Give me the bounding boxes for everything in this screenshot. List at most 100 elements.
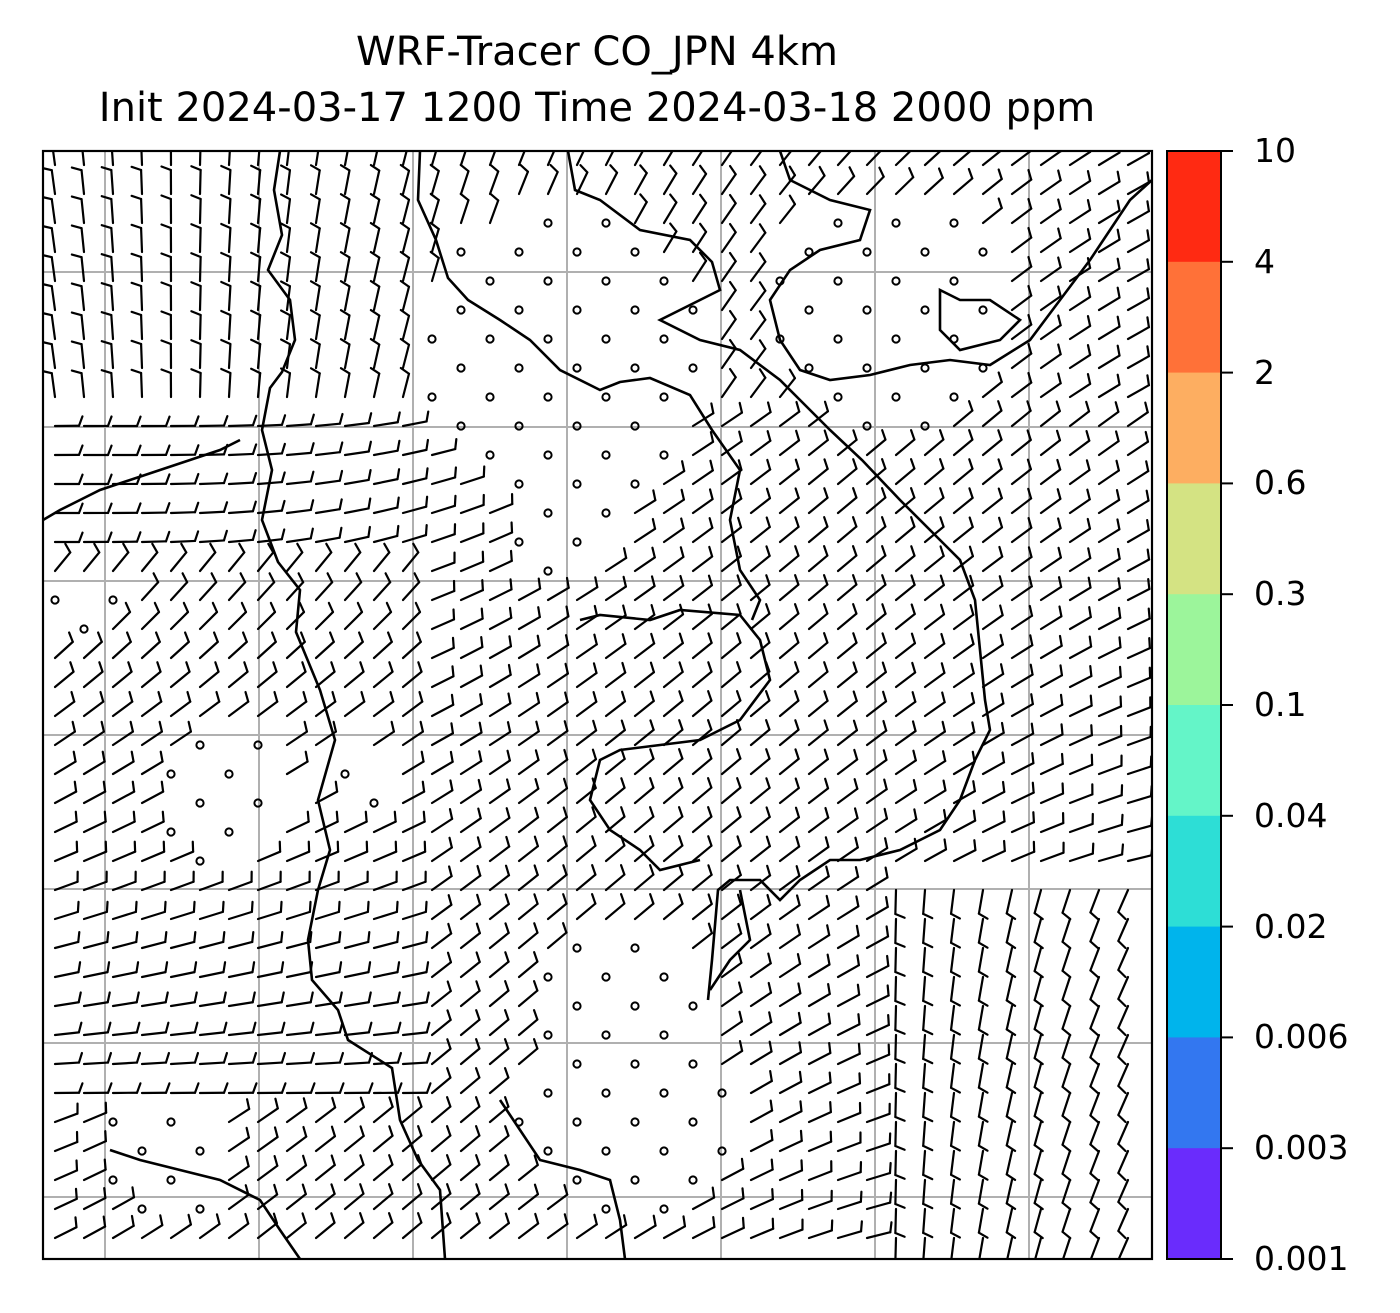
wind-barb bbox=[1033, 888, 1044, 921]
wind-barb bbox=[749, 1011, 773, 1037]
wind-barb bbox=[430, 1154, 452, 1182]
wind-barb bbox=[169, 444, 200, 457]
calm-circle bbox=[195, 1146, 205, 1156]
wind-barb bbox=[343, 840, 369, 863]
wind-barb bbox=[923, 662, 946, 689]
calm-circle bbox=[688, 305, 698, 315]
wind-barb bbox=[430, 894, 453, 921]
wind-barb bbox=[807, 894, 831, 921]
wind-barb bbox=[198, 542, 217, 573]
wind-barb bbox=[459, 893, 482, 921]
calm-circle bbox=[601, 1146, 611, 1156]
wind-barb bbox=[488, 893, 510, 921]
wind-barb bbox=[1068, 459, 1091, 486]
wind-barb bbox=[1068, 257, 1092, 283]
wind-barb bbox=[1117, 1207, 1130, 1240]
wind-barb bbox=[111, 900, 138, 921]
wind-barb bbox=[256, 991, 285, 1008]
wind-barb bbox=[1089, 1004, 1101, 1037]
wind-barbs bbox=[43, 151, 1152, 1259]
wind-barb bbox=[343, 1096, 365, 1124]
wind-barb bbox=[977, 1033, 989, 1065]
wind-barb bbox=[952, 516, 974, 544]
wind-barb bbox=[981, 371, 1003, 399]
wind-barb bbox=[1126, 430, 1150, 457]
wind-barb bbox=[691, 574, 714, 602]
wind-barb bbox=[517, 1038, 539, 1066]
wind-barb bbox=[285, 470, 315, 486]
wind-barb bbox=[1061, 1004, 1072, 1037]
wind-barb bbox=[1010, 752, 1035, 776]
wind-barb bbox=[1126, 577, 1151, 602]
wind-barb bbox=[1010, 458, 1032, 486]
wind-barb bbox=[459, 1038, 481, 1066]
calm-circle bbox=[572, 421, 582, 431]
wind-barb bbox=[865, 1221, 893, 1240]
wind-barb bbox=[399, 366, 411, 399]
colorbar-segment bbox=[1167, 483, 1221, 595]
wind-barb bbox=[53, 1051, 84, 1066]
wind-barb bbox=[169, 870, 195, 892]
wind-barb bbox=[1126, 607, 1151, 631]
wind-barb bbox=[691, 603, 713, 631]
wind-barb bbox=[227, 991, 256, 1008]
wind-barb bbox=[662, 632, 684, 660]
wind-barb bbox=[111, 1021, 141, 1037]
calm-circle bbox=[50, 595, 60, 605]
wind-barb bbox=[836, 954, 860, 979]
calm-circle bbox=[195, 740, 205, 750]
wind-barb bbox=[190, 310, 202, 341]
wind-barb bbox=[923, 632, 946, 660]
wind-barb bbox=[488, 192, 500, 225]
wind-barb bbox=[250, 193, 262, 225]
wind-barb bbox=[604, 1214, 628, 1240]
wind-barb bbox=[53, 1130, 79, 1153]
wind-barb bbox=[1097, 843, 1125, 863]
calm-circle bbox=[543, 508, 553, 518]
wind-barb bbox=[111, 690, 134, 718]
wind-barb bbox=[82, 870, 108, 892]
wind-barb bbox=[952, 633, 975, 660]
wind-barb bbox=[720, 280, 737, 312]
wind-barb bbox=[894, 1207, 906, 1238]
wind-barb bbox=[227, 1051, 258, 1066]
calm-circle bbox=[659, 334, 669, 344]
wind-barb bbox=[1068, 753, 1094, 776]
wind-barb bbox=[1005, 1062, 1017, 1095]
map-frame bbox=[41, 149, 1154, 1261]
wind-barb bbox=[1068, 199, 1092, 225]
wind-barb bbox=[227, 1155, 250, 1182]
wind-barb bbox=[749, 368, 767, 399]
wind-barb bbox=[140, 530, 171, 544]
calm-circle bbox=[630, 1117, 640, 1127]
wind-barb bbox=[923, 808, 947, 834]
wind-barb bbox=[314, 631, 335, 660]
calm-circle bbox=[543, 218, 553, 228]
wind-barb bbox=[894, 1062, 906, 1093]
wind-barb bbox=[1117, 1178, 1130, 1211]
wind-barb bbox=[53, 991, 82, 1008]
wind-barb bbox=[749, 574, 771, 602]
wind-barb bbox=[256, 840, 282, 863]
wind-barb bbox=[836, 603, 858, 631]
wind-barb bbox=[1033, 1178, 1044, 1211]
wind-barb bbox=[836, 836, 859, 863]
wind-barb bbox=[314, 900, 341, 921]
wind-barb bbox=[977, 946, 989, 978]
wind-barb bbox=[1039, 314, 1062, 341]
wind-barb bbox=[198, 415, 229, 428]
wind-barb bbox=[314, 572, 334, 602]
wind-barb bbox=[130, 339, 144, 370]
wind-barb bbox=[1039, 546, 1062, 573]
wind-barb bbox=[1097, 286, 1121, 312]
wind-barb bbox=[309, 338, 321, 370]
wind-barb bbox=[314, 1212, 336, 1240]
wind-barb bbox=[517, 749, 540, 776]
wind-barb bbox=[220, 164, 232, 196]
wind-barb bbox=[401, 961, 430, 979]
wind-barb bbox=[430, 1212, 452, 1240]
wind-barb bbox=[1068, 724, 1093, 747]
wind-barb bbox=[220, 280, 232, 312]
calm-circle bbox=[891, 218, 901, 228]
wind-barb bbox=[82, 531, 113, 544]
